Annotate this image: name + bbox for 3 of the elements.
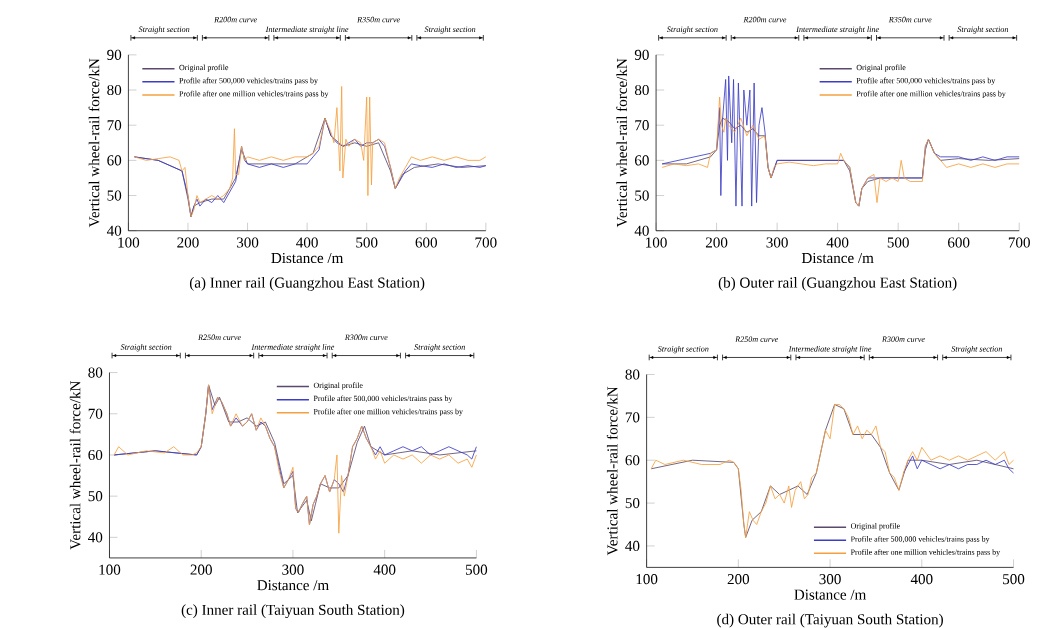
line-series [133,86,487,218]
line-series [903,455,1014,474]
line-series [661,96,1020,207]
